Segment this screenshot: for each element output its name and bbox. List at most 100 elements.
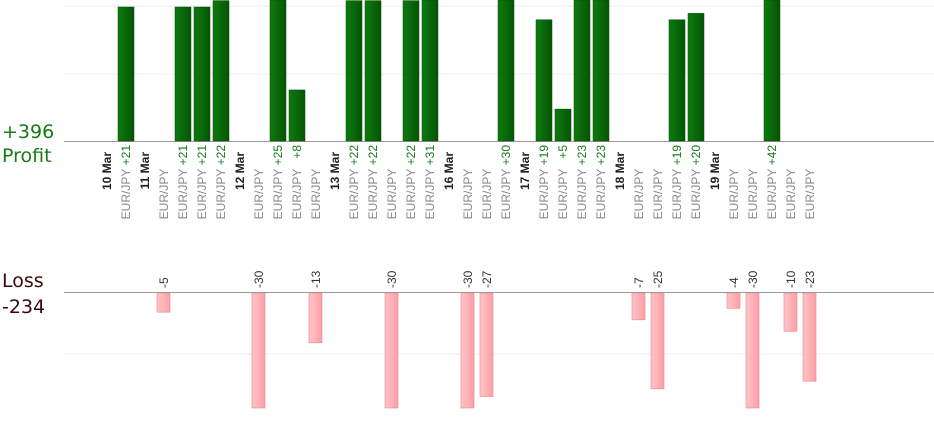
- profit-bar-10: [364, 0, 382, 142]
- profit-bar-0: [117, 6, 135, 142]
- profit-value-label-19: +23: [575, 145, 589, 166]
- pair-label-22: EUR/JPY: [651, 169, 665, 220]
- profit-value-label-7: +8: [290, 145, 304, 159]
- pair-label-7: EUR/JPY: [290, 169, 304, 220]
- date-label-1: 11 Mar: [138, 152, 152, 190]
- loss-bar-26: [745, 292, 760, 409]
- pair-label-0: EUR/JPY: [119, 169, 133, 220]
- loss-value-label-8: -13: [309, 270, 323, 288]
- pair-label-11: EUR/JPY: [385, 169, 399, 220]
- profit-value-label-3: +21: [195, 145, 209, 166]
- loss-bar-22: [650, 292, 665, 390]
- pair-label-1: EUR/JPY: [157, 169, 171, 220]
- loss-bar-21: [631, 292, 646, 321]
- pair-label-27: EUR/JPY: [765, 169, 779, 220]
- loss-total: -234: [2, 296, 46, 318]
- pair-label-29: EUR/JPY: [803, 169, 817, 220]
- profit-bar-7: [288, 89, 306, 142]
- date-label-0: 10 Mar: [100, 152, 114, 190]
- pair-label-21: EUR/JPY: [632, 169, 646, 220]
- loss-bar-5: [251, 292, 266, 409]
- profit-value-label-23: +19: [670, 145, 684, 166]
- pair-label-23: EUR/JPY: [670, 169, 684, 220]
- profit-value-label-2: +21: [176, 145, 190, 166]
- pair-label-17: EUR/JPY: [537, 169, 551, 220]
- pair-label-26: EUR/JPY: [746, 169, 760, 220]
- pair-label-14: EUR/JPY: [461, 169, 475, 220]
- profit-bar-16: [497, 0, 515, 142]
- profit-bar-20: [592, 0, 610, 142]
- loss-value-label-26: -30: [746, 270, 760, 288]
- date-label-2: 12 Mar: [233, 152, 247, 190]
- pair-label-16: EUR/JPY: [499, 169, 513, 220]
- loss-value-label-21: -7: [632, 277, 646, 288]
- profit-bar-12: [402, 0, 420, 142]
- profit-bar-17: [535, 19, 553, 142]
- loss-bar-29: [802, 292, 817, 382]
- loss-bar-1: [156, 292, 171, 313]
- loss-value-label-22: -25: [651, 270, 665, 288]
- loss-bar-14: [460, 292, 475, 409]
- profit-bar-2: [174, 6, 192, 142]
- pair-label-18: EUR/JPY: [556, 169, 570, 220]
- profit-value-label-20: +23: [594, 145, 608, 166]
- profit-bar-3: [193, 6, 211, 142]
- loss-bar-15: [479, 292, 494, 397]
- labels: 10 Mar 11 Mar 12 Mar 13 Mar 16 Mar 17 Mar 18 M…: [100, 145, 817, 288]
- pair-label-12: EUR/JPY: [404, 169, 418, 220]
- profit-value-label-24: +20: [689, 145, 703, 166]
- profit-bar-4: [212, 0, 230, 142]
- profit-bar-23: [668, 19, 686, 142]
- profit-value-label-6: +25: [271, 145, 285, 166]
- pair-label-9: EUR/JPY: [347, 169, 361, 220]
- pair-label-5: EUR/JPY: [252, 169, 266, 220]
- pair-label-25: EUR/JPY: [727, 169, 741, 220]
- profit-bar-9: [345, 0, 363, 142]
- profit-value-label-0: +21: [119, 145, 133, 166]
- profit-value-label-27: +42: [765, 145, 779, 166]
- pair-label-15: EUR/JPY: [480, 169, 494, 220]
- pair-label-13: EUR/JPY: [423, 169, 437, 220]
- pair-label-10: EUR/JPY: [366, 169, 380, 220]
- loss-value-label-1: -5: [157, 277, 171, 288]
- profit-bar-18: [554, 108, 572, 142]
- profit-bar-6: [269, 0, 287, 142]
- loss-value-label-5: -30: [252, 270, 266, 288]
- profit-value-label-17: +19: [537, 145, 551, 166]
- date-label-5: 17 Mar: [518, 152, 532, 190]
- profit-value-label-13: +31: [423, 145, 437, 166]
- loss-bar-11: [384, 292, 399, 409]
- pair-label-24: EUR/JPY: [689, 169, 703, 220]
- bars: [117, 0, 817, 409]
- profit-bar-24: [687, 13, 705, 142]
- profit-value-label-18: +5: [556, 145, 570, 159]
- pair-label-8: EUR/JPY: [309, 169, 323, 220]
- axes: [64, 141, 934, 293]
- loss-bar-28: [783, 292, 798, 332]
- profit-value-label-4: +22: [214, 145, 228, 166]
- profit-value-label-10: +22: [366, 145, 380, 166]
- date-label-7: 19 Mar: [708, 152, 722, 190]
- pair-label-28: EUR/JPY: [784, 169, 798, 220]
- pair-label-4: EUR/JPY: [214, 169, 228, 220]
- loss-value-label-28: -10: [784, 270, 798, 288]
- loss-value-label-15: -27: [480, 270, 494, 288]
- profit-bar-19: [573, 0, 591, 142]
- profit-value-label-16: +30: [499, 145, 513, 166]
- loss-value-label-14: -30: [461, 270, 475, 288]
- profit-value-label-12: +22: [404, 145, 418, 166]
- loss-bar-25: [726, 292, 741, 309]
- date-label-3: 13 Mar: [328, 152, 342, 190]
- pair-label-3: EUR/JPY: [195, 169, 209, 220]
- pair-label-20: EUR/JPY: [594, 169, 608, 220]
- loss-value-label-25: -4: [727, 277, 741, 288]
- date-label-6: 18 Mar: [613, 152, 627, 190]
- loss-label: Loss: [2, 270, 44, 292]
- pair-label-2: EUR/JPY: [176, 169, 190, 220]
- profit-total: +396: [2, 121, 55, 143]
- profit-label: Profit: [2, 145, 52, 167]
- pair-label-19: EUR/JPY: [575, 169, 589, 220]
- profit-value-label-9: +22: [347, 145, 361, 166]
- pair-label-6: EUR/JPY: [271, 169, 285, 220]
